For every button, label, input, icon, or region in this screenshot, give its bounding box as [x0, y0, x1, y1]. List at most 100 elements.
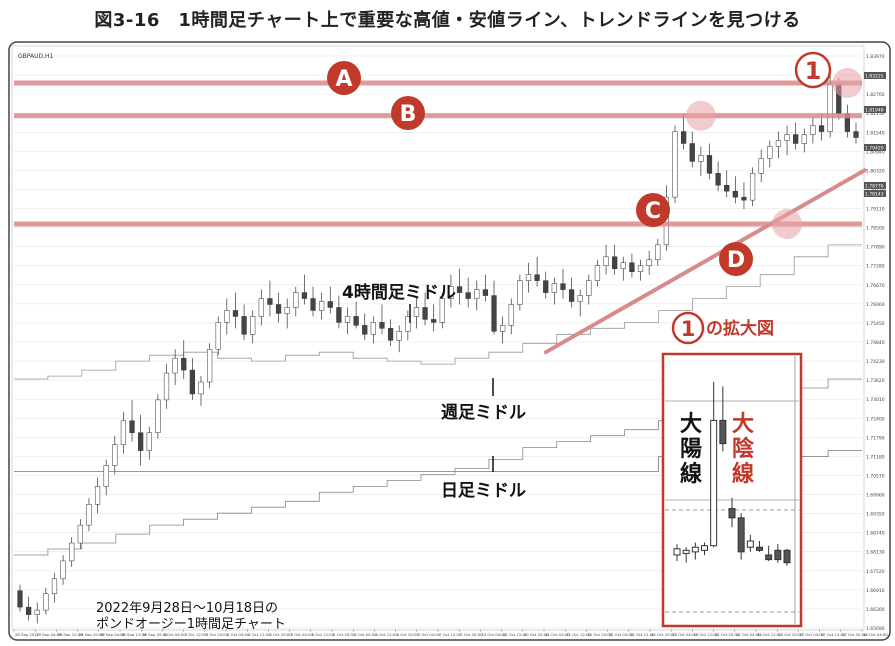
candle-body: [629, 262, 635, 272]
inset-candle-body: [710, 419, 718, 547]
candle-body: [810, 125, 816, 135]
bull-label-char: 陽: [680, 437, 702, 462]
candle-body: [120, 420, 127, 445]
x-tick-label: 5 Oct 04:00: [291, 632, 314, 637]
candle-body: [344, 316, 351, 323]
footnote-line-2: ポンドオージー1時間足チャート: [96, 617, 286, 632]
inset-candle-body: [774, 549, 782, 561]
candle-body: [189, 369, 195, 395]
badge-label-c: C: [645, 199, 661, 224]
x-tick-label: 12 Oct 12:00: [630, 632, 655, 637]
bear-label-char: 陰: [732, 436, 755, 462]
inset-candle-body: [783, 549, 791, 564]
inset-frame: [661, 352, 803, 628]
candle-body: [405, 316, 411, 332]
candle-body: [224, 310, 230, 323]
candle-body: [482, 289, 489, 296]
price-tag-label: 1.81948: [865, 108, 884, 114]
weekly-mid-label: 週足ミドル: [441, 403, 526, 423]
x-tick-label: 3 Oct 20:00: [206, 632, 229, 637]
horizontal-levels: [14, 80, 867, 355]
inset-candle-body: [728, 508, 736, 519]
price-tag: [864, 72, 886, 79]
candle-body: [172, 357, 178, 374]
level-badges: A B C D 1: [327, 51, 832, 276]
h4-mid-line: [14, 244, 862, 380]
candle-body: [60, 560, 66, 580]
x-tick-label: 5 Oct 12:00: [312, 632, 335, 637]
x-tick-label: 13 Oct 12:00: [693, 632, 718, 637]
badge-label-d: D: [727, 248, 745, 273]
y-tick-label: 1.75450: [866, 321, 885, 327]
y-tick-label: 1.77890: [866, 245, 885, 251]
x-tick-label: 17 Oct 04:00: [799, 632, 824, 637]
candle-body: [767, 146, 773, 159]
marker-1-label: 1: [805, 57, 822, 85]
candle-body: [758, 158, 764, 174]
y-tick-label: 1.71180: [866, 454, 885, 460]
x-tick-label: 4 Oct 04:00: [227, 632, 250, 637]
candle-body: [198, 381, 204, 395]
x-tick-label: 7 Oct 04:00: [418, 632, 441, 637]
candle-body: [232, 310, 239, 317]
badge-label-a: A: [335, 67, 352, 92]
x-tick-label: 11 Oct 20:00: [587, 632, 612, 637]
x-tick-label: 5 Oct 20:00: [333, 632, 356, 637]
candle-body: [34, 609, 40, 615]
candle-body: [853, 131, 859, 138]
x-tick-label: 3 Oct 04:00: [163, 632, 186, 637]
candle-body: [241, 316, 247, 335]
candle-body: [181, 357, 187, 371]
candle-body: [456, 286, 463, 293]
candle-body: [474, 289, 480, 299]
symbol-label: GBPAUD,H1: [18, 53, 54, 60]
inset-title: の拡大図: [706, 318, 774, 339]
y-tick-label: 1.67520: [866, 569, 885, 575]
candle-body: [543, 280, 549, 293]
x-tick-label: 29 Sep 04:00: [36, 632, 62, 637]
bull-label-char: 大: [680, 412, 702, 437]
x-tick-label: 29 Sep 12:00: [57, 632, 83, 637]
y-tick-label: 1.82150: [866, 111, 885, 117]
x-tick-label: 10 Oct 12:00: [503, 632, 528, 637]
candle-body: [284, 307, 290, 314]
candle-body: [319, 301, 325, 311]
y-tick-label: 1.73620: [866, 378, 885, 384]
candle-body: [370, 322, 376, 335]
x-tick-label: 17 Oct 12:00: [821, 632, 846, 637]
x-tick-label: 13 Oct 20:00: [715, 632, 740, 637]
candle-body: [396, 331, 402, 341]
candle-body: [784, 134, 790, 141]
candle-body: [353, 316, 359, 326]
candle-body: [568, 289, 575, 302]
inset-candle-body: [701, 545, 708, 551]
price-tag: [864, 190, 886, 197]
figure-title: 図3-16 1時間足チャート上で重要な高値・安値ライン、トレンドラインを見つける: [94, 10, 801, 31]
candle-body: [612, 256, 618, 269]
x-tick-label: 12 Oct 20:00: [651, 632, 676, 637]
inset-candle-body: [691, 546, 699, 553]
candle-body: [508, 304, 514, 326]
candle-body: [413, 307, 420, 317]
badge-d: [719, 242, 753, 276]
candle-body: [293, 292, 299, 308]
candle-body: [586, 280, 592, 296]
candle-body: [94, 486, 101, 505]
y-tick-label: 1.66910: [866, 588, 885, 594]
price-tag: [864, 182, 886, 189]
trendline-d: [543, 168, 867, 355]
y-tick-label: 1.81540: [866, 130, 885, 136]
h4-mid-label: 4時間足ミドル: [342, 282, 456, 303]
x-tick-label: 14 Oct 04:00: [736, 632, 761, 637]
candle-body: [362, 325, 368, 335]
candle-body: [577, 295, 583, 302]
candle-body: [69, 542, 75, 562]
x-tick-label: 7 Oct 12:00: [439, 632, 462, 637]
candle-body: [379, 322, 385, 329]
candle-body: [163, 372, 170, 401]
candle-body: [258, 298, 264, 317]
candle-body: [517, 280, 523, 305]
